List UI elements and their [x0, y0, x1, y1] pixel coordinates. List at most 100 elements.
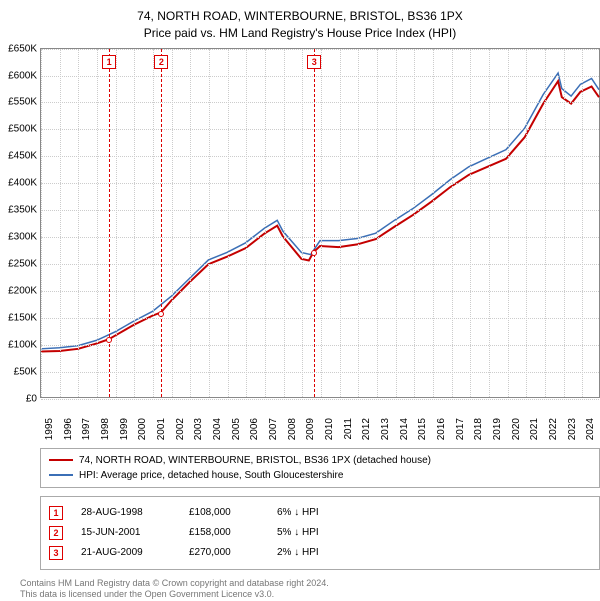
- gridline-v: [265, 49, 266, 397]
- annotation-price: £108,000: [189, 503, 259, 523]
- gridline-v: [172, 49, 173, 397]
- gridline-v: [246, 49, 247, 397]
- annotation-table: 1 28-AUG-1998 £108,000 6% ↓ HPI 2 15-JUN-2001…: [40, 496, 600, 570]
- title-block: 74, NORTH ROAD, WINTERBOURNE, BRISTOL, B…: [10, 8, 590, 42]
- x-axis-label: 2009: [305, 418, 316, 458]
- annotation-row: 1 28-AUG-1998 £108,000 6% ↓ HPI: [49, 503, 591, 523]
- gridline-v: [60, 49, 61, 397]
- x-axis-label: 1997: [81, 418, 92, 458]
- x-axis-label: 1996: [63, 418, 74, 458]
- y-axis-label: £400K: [1, 178, 37, 189]
- x-axis-label: 2011: [343, 418, 354, 458]
- y-axis-label: £650K: [1, 43, 37, 54]
- annotation-marker-box: 2: [49, 526, 63, 540]
- gridline-v: [97, 49, 98, 397]
- gridline-v: [489, 49, 490, 397]
- annotation-diff: 6% ↓ HPI: [277, 503, 357, 523]
- gridline-v: [377, 49, 378, 397]
- x-axis-label: 2024: [585, 418, 596, 458]
- y-axis-label: £100K: [1, 339, 37, 350]
- annotation-date: 21-AUG-2009: [81, 543, 171, 563]
- y-axis-label: £500K: [1, 124, 37, 135]
- gridline-v: [209, 49, 210, 397]
- x-axis-label: 2007: [268, 418, 279, 458]
- chart-plot-area: £0£50K£100K£150K£200K£250K£300K£350K£400…: [40, 48, 600, 398]
- y-axis-label: £600K: [1, 70, 37, 81]
- gridline-h: [41, 183, 599, 184]
- gridline-v: [508, 49, 509, 397]
- gridline-h: [41, 372, 599, 373]
- x-axis-label: 2001: [156, 418, 167, 458]
- gridline-v: [116, 49, 117, 397]
- gridline-v: [228, 49, 229, 397]
- gridline-h: [41, 156, 599, 157]
- annotation-row: 215-JUN-2001£158,0005% ↓ HPI: [49, 523, 591, 543]
- sale-datapoint: [106, 337, 112, 343]
- y-axis-label: £50K: [1, 366, 37, 377]
- footer-line-1: Contains HM Land Registry data © Crown c…: [20, 578, 590, 590]
- annotation-date: 15-JUN-2001: [81, 523, 171, 543]
- annotation-marker-box: 1: [49, 506, 63, 520]
- x-axis-label: 2006: [249, 418, 260, 458]
- gridline-v: [340, 49, 341, 397]
- gridline-v: [582, 49, 583, 397]
- legend-row: HPI: Average price, detached house, Sout…: [49, 468, 591, 483]
- sale-datapoint: [311, 250, 317, 256]
- y-axis-label: £450K: [1, 151, 37, 162]
- x-axis-label: 2023: [567, 418, 578, 458]
- x-axis-labels: 1995199619971998199920002001200220032004…: [41, 398, 599, 443]
- x-axis-label: 2012: [361, 418, 372, 458]
- marker-line: [109, 49, 110, 397]
- x-axis-label: 1995: [44, 418, 55, 458]
- annotation-marker-box: 3: [49, 546, 63, 560]
- gridline-v: [153, 49, 154, 397]
- y-axis-label: £300K: [1, 232, 37, 243]
- marker-line: [314, 49, 315, 397]
- y-axis-label: £350K: [1, 205, 37, 216]
- gridline-h: [41, 345, 599, 346]
- x-axis-label: 2016: [436, 418, 447, 458]
- gridline-v: [545, 49, 546, 397]
- y-axis-labels: £0£50K£100K£150K£200K£250K£300K£350K£400…: [1, 49, 39, 397]
- y-axis-label: £0: [1, 393, 37, 404]
- x-axis-label: 2003: [193, 418, 204, 458]
- marker-number-box: 3: [307, 55, 321, 69]
- x-axis-label: 2019: [492, 418, 503, 458]
- x-axis-label: 2008: [287, 418, 298, 458]
- legend-swatch: [49, 474, 73, 476]
- title-line-2: Price paid vs. HM Land Registry's House …: [10, 25, 590, 42]
- x-axis-label: 2021: [529, 418, 540, 458]
- gridline-v: [302, 49, 303, 397]
- gridline-v: [78, 49, 79, 397]
- series-line-property: [41, 81, 599, 351]
- gridline-h: [41, 210, 599, 211]
- gridline-v: [396, 49, 397, 397]
- x-axis-label: 2013: [380, 418, 391, 458]
- annotation-diff: 2% ↓ HPI: [277, 543, 357, 563]
- x-axis-label: 2020: [511, 418, 522, 458]
- x-axis-label: 2002: [175, 418, 186, 458]
- gridline-v: [190, 49, 191, 397]
- gridline-h: [41, 102, 599, 103]
- x-axis-label: 2022: [548, 418, 559, 458]
- gridline-v: [358, 49, 359, 397]
- gridline-v: [321, 49, 322, 397]
- gridline-v: [470, 49, 471, 397]
- legend-swatch: [49, 459, 73, 461]
- gridline-v: [41, 49, 42, 397]
- gridline-v: [526, 49, 527, 397]
- gridline-h: [41, 291, 599, 292]
- gridline-h: [41, 129, 599, 130]
- gridline-h: [41, 237, 599, 238]
- annotation-diff: 5% ↓ HPI: [277, 523, 357, 543]
- gridline-h: [41, 399, 599, 400]
- marker-number-box: 2: [154, 55, 168, 69]
- x-axis-label: 2000: [137, 418, 148, 458]
- gridline-h: [41, 49, 599, 50]
- x-axis-label: 1998: [100, 418, 111, 458]
- footer-line-2: This data is licensed under the Open Gov…: [20, 589, 590, 601]
- gridline-v: [452, 49, 453, 397]
- annotation-date: 28-AUG-1998: [81, 503, 171, 523]
- sale-datapoint: [158, 311, 164, 317]
- gridline-v: [564, 49, 565, 397]
